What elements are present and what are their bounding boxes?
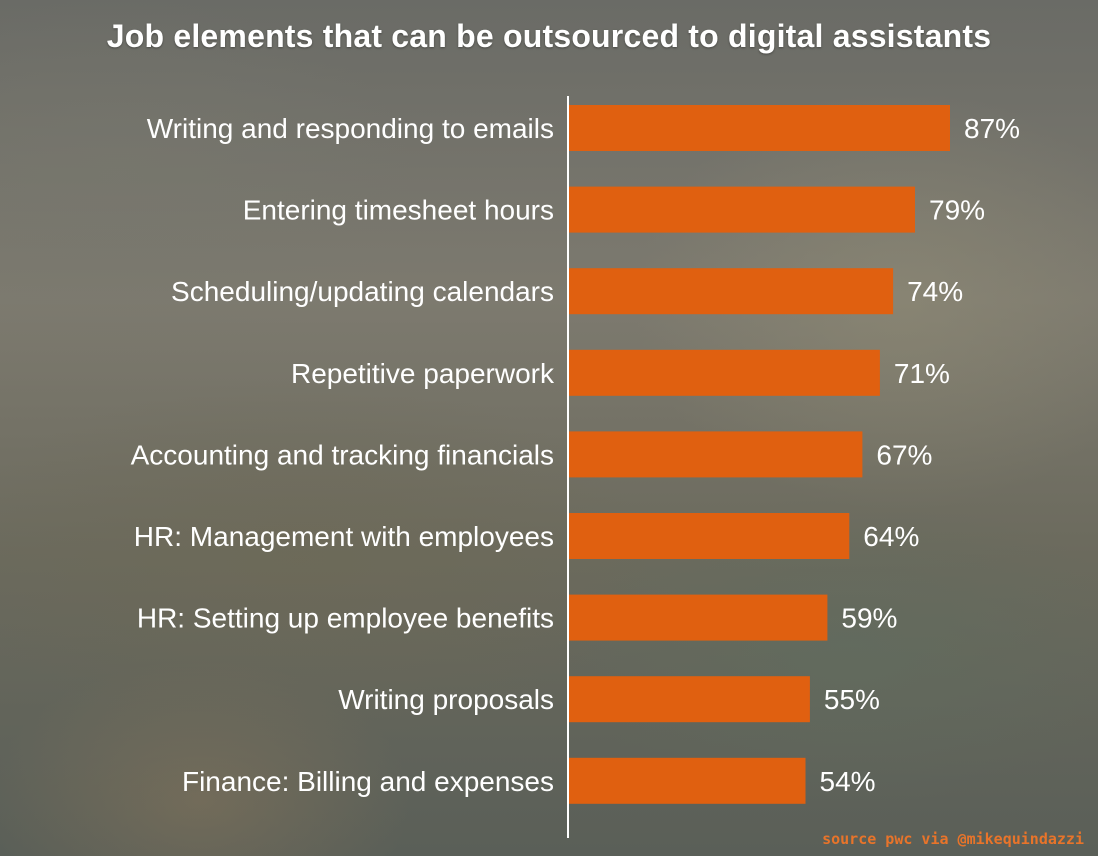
chart-title: Job elements that can be outsourced to d… <box>106 18 992 54</box>
bar <box>569 757 806 804</box>
category-label: Scheduling/updating calendars <box>171 276 554 307</box>
category-label: Writing proposals <box>338 684 554 715</box>
bar <box>569 268 894 315</box>
category-label: Writing and responding to emails <box>147 113 554 144</box>
bar <box>569 431 863 478</box>
category-label: HR: Management with employees <box>134 521 554 552</box>
value-label: 71% <box>894 358 950 389</box>
bars-group <box>569 105 950 804</box>
source-note: source pwc via @mikequindazzi <box>822 830 1084 848</box>
value-label: 59% <box>841 603 897 634</box>
value-label: 79% <box>929 195 985 226</box>
value-labels-group: 87% 79% 74% 71% 67% 64% 59% 55% 54% <box>820 113 1021 797</box>
value-label: 64% <box>863 521 919 552</box>
value-label: 54% <box>820 766 876 797</box>
bar <box>569 594 828 641</box>
category-label: Accounting and tracking financials <box>131 439 554 470</box>
category-label: HR: Setting up employee benefits <box>137 603 554 634</box>
value-label: 87% <box>964 113 1020 144</box>
category-label: Finance: Billing and expenses <box>182 766 554 797</box>
bar <box>569 349 880 396</box>
bar <box>569 105 950 151</box>
value-label: 74% <box>907 276 963 307</box>
category-labels-group: Writing and responding to emails Entering… <box>131 113 555 797</box>
value-label: 67% <box>876 439 932 470</box>
category-label: Repetitive paperwork <box>291 358 555 389</box>
bar <box>569 186 915 233</box>
category-label: Entering timesheet hours <box>243 195 554 226</box>
value-label: 55% <box>824 684 880 715</box>
bar <box>569 513 850 559</box>
bar <box>569 676 810 723</box>
